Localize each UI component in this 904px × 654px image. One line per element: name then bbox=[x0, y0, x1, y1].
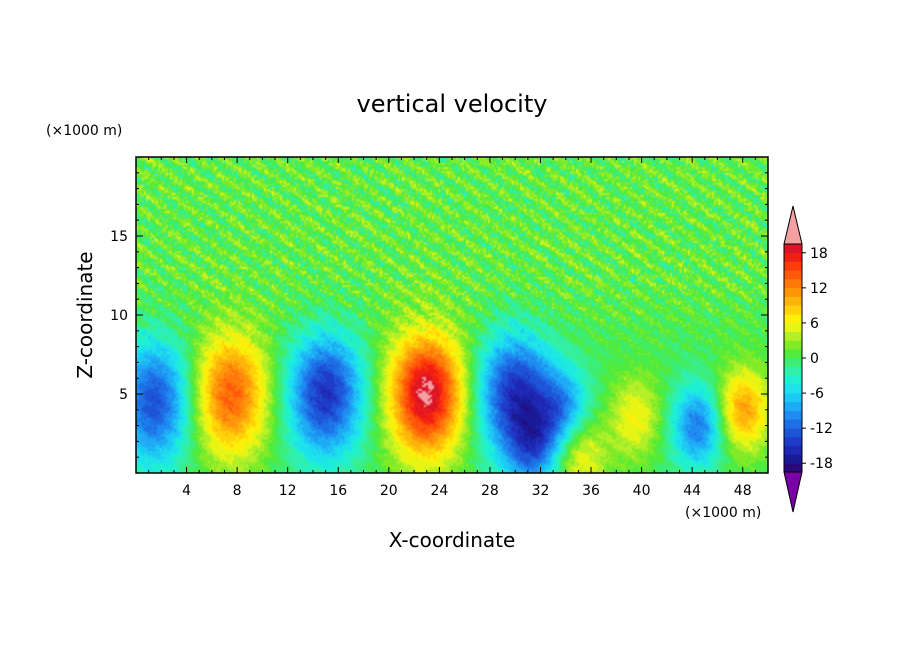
colorbar-segment bbox=[784, 454, 802, 464]
colorbar-segment bbox=[784, 270, 802, 280]
x-tick-label: 40 bbox=[633, 483, 651, 499]
x-axis: 4 8 12 16 20 24 28 32 36 40 44 48 bbox=[148, 157, 756, 499]
colorbar-segment bbox=[784, 314, 802, 324]
colorbar-upper-extension bbox=[783, 205, 803, 245]
colorbar-segment bbox=[784, 279, 802, 289]
y-axis-label: Z-coordinate bbox=[73, 251, 97, 378]
colorbar-segment bbox=[784, 287, 802, 297]
colorbar-segment bbox=[784, 244, 802, 254]
colorbar-segment bbox=[784, 428, 802, 438]
colorbar-lower-extension bbox=[783, 471, 803, 513]
colorbar-segment bbox=[784, 384, 802, 394]
x-axis-unit: (×1000 m) bbox=[685, 505, 761, 521]
heatmap-field bbox=[136, 157, 768, 473]
y-axis: 5 10 15 bbox=[110, 172, 768, 458]
colorbar-segment bbox=[784, 349, 802, 359]
colorbar-segment bbox=[784, 393, 802, 403]
x-tick-label: 32 bbox=[532, 483, 550, 499]
colorbar-segment bbox=[784, 419, 802, 429]
colorbar-tick-label: -12 bbox=[810, 421, 833, 437]
y-tick-label: 15 bbox=[110, 229, 128, 245]
colorbar-segment bbox=[784, 436, 802, 446]
colorbar-segment bbox=[784, 252, 802, 262]
y-tick-label: 10 bbox=[110, 308, 128, 324]
x-tick-label: 24 bbox=[430, 483, 448, 499]
x-tick-label: 44 bbox=[683, 483, 701, 499]
colorbar-segment bbox=[784, 340, 802, 350]
x-tick-label: 36 bbox=[582, 483, 600, 499]
colorbar-segment bbox=[784, 445, 802, 455]
colorbar-segment bbox=[784, 261, 802, 271]
x-tick-label: 16 bbox=[329, 483, 347, 499]
colorbar-tick-label: 0 bbox=[810, 351, 819, 367]
colorbar-tick-label: -6 bbox=[810, 386, 824, 402]
y-axis-unit: (×1000 m) bbox=[46, 123, 122, 139]
colorbar-segment bbox=[784, 305, 802, 315]
y-tick-label: 5 bbox=[119, 387, 128, 403]
colorbar-segment bbox=[784, 296, 802, 306]
colorbar-segment bbox=[784, 401, 802, 411]
x-tick-label: 20 bbox=[380, 483, 398, 499]
colorbar: 18 12 6 0 -6 -12 -18 bbox=[783, 205, 833, 513]
x-tick-label: 28 bbox=[481, 483, 499, 499]
x-tick-label: 12 bbox=[279, 483, 297, 499]
colorbar-segment bbox=[784, 463, 802, 473]
colorbar-segment bbox=[784, 410, 802, 420]
colorbar-segment bbox=[784, 358, 802, 368]
colorbar-tick-label: -18 bbox=[810, 456, 833, 472]
colorbar-tick-label: 18 bbox=[810, 246, 828, 262]
colorbar-segment bbox=[784, 322, 802, 332]
colorbar-tick-label: 12 bbox=[810, 281, 828, 297]
x-axis-label: X-coordinate bbox=[389, 528, 516, 552]
x-tick-label: 48 bbox=[734, 483, 752, 499]
chart-title: vertical velocity bbox=[357, 90, 548, 118]
colorbar-segment bbox=[784, 331, 802, 341]
x-tick-label: 4 bbox=[182, 483, 191, 499]
colorbar-segment bbox=[784, 366, 802, 376]
colorbar-segment bbox=[784, 375, 802, 385]
colorbar-tick-label: 6 bbox=[810, 316, 819, 332]
x-tick-label: 8 bbox=[233, 483, 242, 499]
